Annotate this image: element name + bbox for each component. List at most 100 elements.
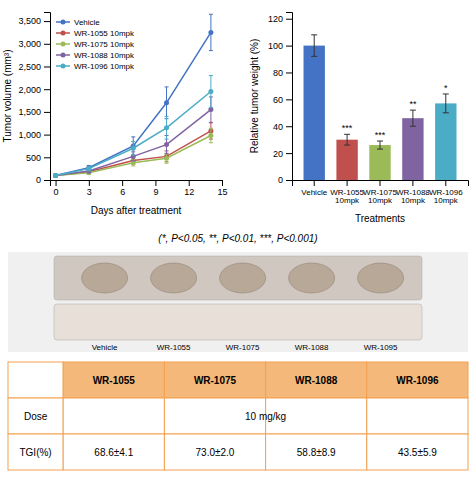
table-cell xyxy=(63,362,164,398)
bar xyxy=(402,118,423,180)
axis-line xyxy=(44,13,51,181)
bar-chart: VehicleWR-105510mpkWR-107510mpkWR-108810… xyxy=(249,13,469,225)
tick-label: Vehicle xyxy=(301,188,327,197)
marker xyxy=(164,100,169,105)
error-bar-cap xyxy=(131,141,135,142)
error-bar-cap xyxy=(443,112,449,113)
tick-label: 0 xyxy=(36,175,41,185)
marker xyxy=(131,146,136,151)
y-axis: 020406080100120 xyxy=(268,13,293,186)
significance-label: * xyxy=(444,83,448,93)
marker xyxy=(131,160,136,165)
marker xyxy=(208,133,213,138)
photo-label: WR-1095 xyxy=(364,343,398,352)
tick-label: 500 xyxy=(26,153,41,163)
tick-mark xyxy=(122,180,123,186)
tick-label: 120 xyxy=(268,14,283,24)
error-bar xyxy=(165,87,169,119)
error-bar-cap xyxy=(209,14,213,15)
mouse-silhouette xyxy=(151,263,197,293)
error-bar-cap xyxy=(165,116,169,117)
error-bar-stem xyxy=(314,35,315,57)
table: WR-1055WR-1075WR-1088WR-1096Dose10 mg/kg… xyxy=(8,362,468,470)
error-bar-cap xyxy=(165,153,169,154)
tick: 12 xyxy=(184,180,194,197)
tick-label: 80 xyxy=(273,68,283,78)
tick-mark xyxy=(44,21,50,22)
table-text: 58.8±8.9 xyxy=(297,447,336,458)
series xyxy=(53,76,213,178)
tick-label-line: Vehicle xyxy=(301,188,327,197)
tick-label: 3,000 xyxy=(18,39,41,49)
bar xyxy=(336,140,357,180)
table-header: WR-1055 xyxy=(93,375,136,386)
tick-label: 0 xyxy=(54,187,59,197)
tick: 0 xyxy=(36,175,50,185)
tick-mark xyxy=(189,180,190,186)
line-chart: 0369121505001,0001,5002,0002,5003,0003,5… xyxy=(2,13,228,217)
tick-mark xyxy=(44,135,50,136)
tick: 3 xyxy=(87,180,92,197)
error-bar-cap xyxy=(311,56,317,57)
legend-marker xyxy=(61,64,66,69)
table-cell xyxy=(266,362,367,398)
tick: WR-109610mpk xyxy=(429,180,463,205)
series-line xyxy=(56,91,211,175)
tick: 120 xyxy=(268,14,292,24)
tick-mark xyxy=(286,180,292,181)
tick-label-line: WR-1075 xyxy=(363,188,397,197)
error-bar-cap xyxy=(311,34,317,35)
tick-mark xyxy=(412,180,413,186)
y-axis-title: Tumor volume (mm³) xyxy=(2,50,13,143)
tick: 2,000 xyxy=(18,85,50,95)
tick: 3,500 xyxy=(18,16,50,26)
error-bar xyxy=(209,128,213,143)
tick: WR-105510mpk xyxy=(330,180,364,205)
legend: VehicleWR-1055 10mpkWR-1075 10mpkWR-1088… xyxy=(56,18,135,71)
legend-label: WR-1096 10mpk xyxy=(74,62,135,71)
error-bar xyxy=(344,134,350,145)
x-axis: 03691215 xyxy=(51,180,228,197)
annotation: (*, P<0.05, **, P<0.01, ***, P<0.001) xyxy=(158,233,317,244)
bar xyxy=(369,145,390,180)
tick-mark xyxy=(445,180,446,186)
error-bar xyxy=(131,160,135,166)
error-bar-cap xyxy=(131,155,135,156)
tick: 20 xyxy=(273,149,292,159)
table-text: 10 mg/kg xyxy=(245,411,286,422)
series-line xyxy=(56,131,211,175)
error-bar-stem xyxy=(347,134,348,145)
marker xyxy=(53,173,58,178)
y-axis: 05001,0001,5002,0002,5003,0003,500 xyxy=(18,13,50,186)
marker xyxy=(53,173,58,178)
x-axis-title: Days after treatment xyxy=(91,205,182,216)
tick-label-line: 10mpk xyxy=(434,196,459,205)
series xyxy=(53,123,213,178)
tick-label: 9 xyxy=(153,187,158,197)
significance-label: ** xyxy=(409,99,417,109)
tick-mark xyxy=(44,112,50,113)
mouse-silhouette xyxy=(289,263,335,293)
tick-mark xyxy=(286,19,292,20)
error-bar xyxy=(209,76,213,108)
axis-line xyxy=(293,181,469,187)
tick-label: WR-109610mpk xyxy=(429,188,463,206)
marker xyxy=(86,166,91,171)
significance-labels: ********* xyxy=(342,83,448,140)
error-bar xyxy=(443,94,449,113)
tick-label: 3,500 xyxy=(18,16,41,26)
error-bar-cap xyxy=(165,139,169,140)
error-bar xyxy=(311,35,317,57)
marker xyxy=(53,173,58,178)
tick: 0 xyxy=(278,175,292,185)
table-header: WR-1075 xyxy=(194,375,237,386)
mouse-silhouette xyxy=(220,263,266,293)
tick-label: 3 xyxy=(87,187,92,197)
tick-mark xyxy=(89,180,90,186)
table-cell xyxy=(164,434,265,470)
photo-area: VehicleWR-1055WR-1075WR-1088WR-1095 xyxy=(8,252,468,352)
table-header: WR-1096 xyxy=(396,375,439,386)
table-text: 68.6±4.1 xyxy=(94,447,133,458)
y-axis-title: Relative tumor weight (%) xyxy=(249,39,260,153)
table-header: WR-1088 xyxy=(295,375,338,386)
